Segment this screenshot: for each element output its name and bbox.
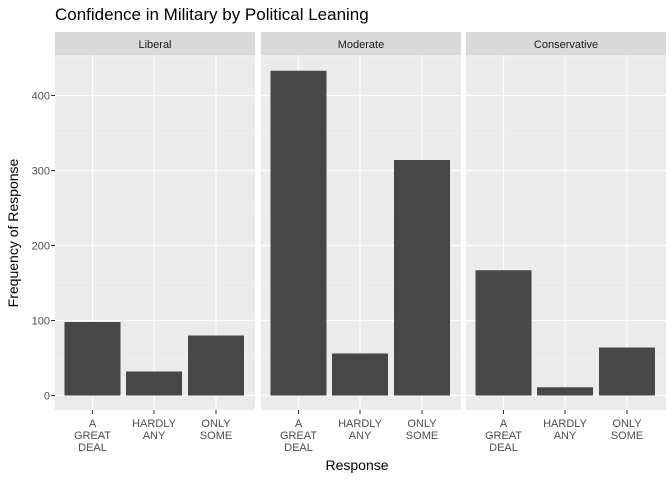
x-tick-label: DEAL [78, 442, 107, 454]
x-tick-label: HARDLY [132, 418, 176, 430]
bar-moderate-2 [394, 160, 450, 396]
bar-liberal-1 [126, 371, 182, 396]
x-tick-label: DEAL [489, 442, 518, 454]
bar-conservative-1 [537, 387, 593, 396]
x-tick-label: A [89, 418, 97, 430]
x-tick-label: HARDLY [338, 418, 382, 430]
x-tick-label: GREAT [280, 430, 317, 442]
x-tick-label: ANY [143, 430, 166, 442]
y-tick-label: 100 [32, 316, 50, 328]
y-tick-label: 200 [32, 241, 50, 253]
facet-strip-moderate [261, 32, 461, 55]
facet-label-liberal: Liberal [138, 39, 171, 51]
x-tick-label: ONLY [201, 418, 231, 430]
x-axis-title: Response [325, 457, 388, 473]
x-tick-label: SOME [200, 430, 232, 442]
bar-conservative-2 [599, 347, 655, 396]
facet-strip-liberal [55, 32, 255, 55]
y-axis-title: Frequency of Response [5, 158, 21, 307]
bar-liberal-0 [64, 322, 121, 396]
x-tick-label: GREAT [485, 430, 522, 442]
x-tick-label: ANY [349, 430, 372, 442]
bar-moderate-1 [332, 353, 388, 396]
x-tick-label: DEAL [284, 442, 313, 454]
y-tick-label: 400 [32, 91, 50, 103]
x-tick-label: SOME [611, 430, 643, 442]
x-tick-label: ONLY [612, 418, 642, 430]
x-tick-label: A [295, 418, 303, 430]
x-tick-label: A [500, 418, 508, 430]
bar-liberal-2 [188, 335, 244, 396]
facet-label-conservative: Conservative [534, 39, 598, 51]
x-tick-label: ANY [554, 430, 577, 442]
facet-strip-conservative [466, 32, 666, 55]
bar-moderate-0 [270, 70, 327, 396]
facet-label-moderate: Moderate [338, 39, 384, 51]
x-tick-label: GREAT [74, 430, 111, 442]
x-tick-label: SOME [406, 430, 438, 442]
bar-conservative-0 [475, 270, 532, 396]
y-tick-label: 300 [32, 166, 50, 178]
chart-title: Confidence in Military by Political Lean… [55, 5, 369, 24]
x-tick-label: HARDLY [543, 418, 587, 430]
y-tick-label: 0 [44, 391, 50, 403]
x-tick-label: ONLY [407, 418, 437, 430]
